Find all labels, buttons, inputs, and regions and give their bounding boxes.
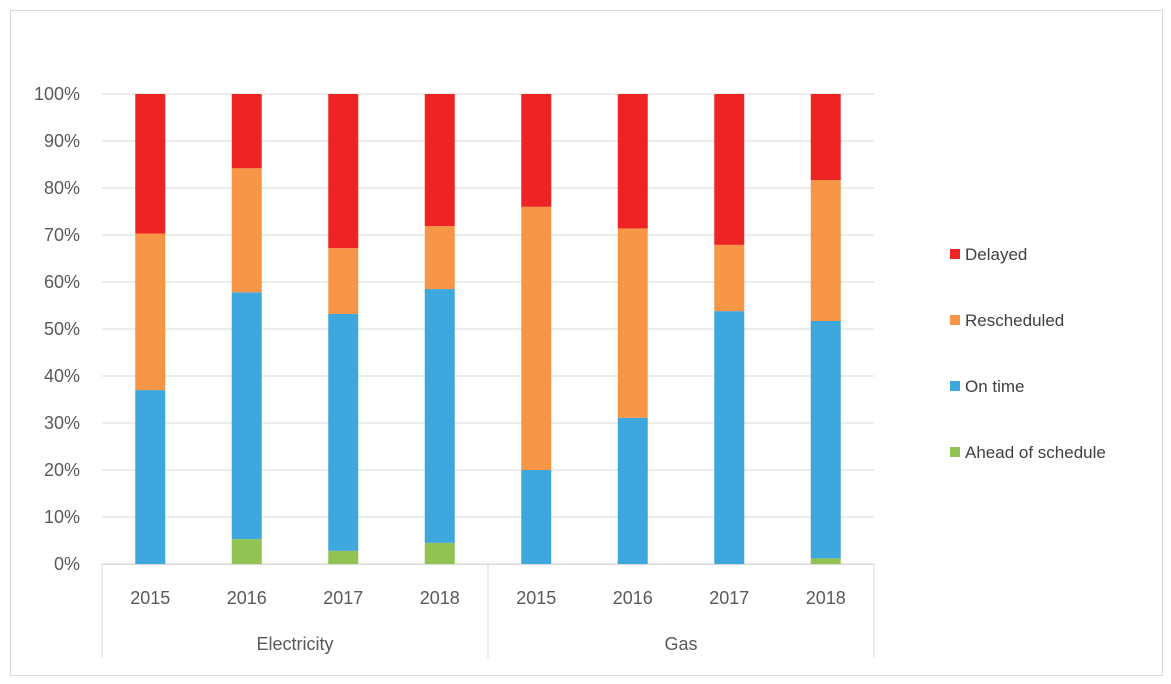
y-tick-label: 60%: [44, 272, 80, 292]
y-tick-label: 70%: [44, 225, 80, 245]
bar-segment: [714, 244, 745, 312]
bar-segment: [328, 248, 359, 314]
bar-segment: [810, 94, 841, 181]
bar-segment: [424, 542, 455, 564]
bar-segment: [617, 94, 648, 229]
bar-segment: [521, 206, 552, 471]
bar-segment: [231, 94, 262, 169]
y-tick-label: 30%: [44, 413, 80, 433]
bar-segment: [135, 233, 166, 391]
group-label: Electricity: [256, 634, 333, 654]
legend-swatch: [950, 315, 960, 325]
x-tick-label: 2015: [130, 588, 170, 608]
bar-segment: [424, 226, 455, 290]
bar-segment: [328, 550, 359, 564]
bar-segment: [617, 417, 648, 564]
y-tick-label: 90%: [44, 131, 80, 151]
bar-segment: [231, 539, 262, 564]
bar-segment: [424, 289, 455, 543]
x-tick-label: 2016: [613, 588, 653, 608]
bar-segment: [714, 311, 745, 564]
legend-label: On time: [965, 377, 1025, 396]
bar-segment: [521, 94, 552, 207]
bar-segment: [328, 313, 359, 551]
legend-label: Delayed: [965, 245, 1027, 264]
legend-swatch: [950, 381, 960, 391]
x-tick-label: 2017: [709, 588, 749, 608]
bar-segment: [231, 168, 262, 293]
y-tick-label: 40%: [44, 366, 80, 386]
y-tick-label: 80%: [44, 178, 80, 198]
y-tick-label: 100%: [34, 84, 80, 104]
legend-swatch: [950, 249, 960, 259]
bar-segment: [328, 94, 359, 249]
legend-swatch: [950, 447, 960, 457]
legend-label: Rescheduled: [965, 311, 1064, 330]
bar-segment: [521, 470, 552, 564]
legend-label: Ahead of schedule: [965, 443, 1106, 462]
x-tick-label: 2016: [227, 588, 267, 608]
bar-segment: [424, 94, 455, 227]
bar-segment: [810, 558, 841, 564]
bar-segment: [714, 94, 745, 245]
bar-segment: [617, 228, 648, 418]
x-tick-label: 2018: [806, 588, 846, 608]
bar-segment: [810, 321, 841, 559]
y-tick-label: 50%: [44, 319, 80, 339]
y-tick-label: 0%: [54, 554, 80, 574]
bar-segment: [135, 94, 166, 234]
x-tick-label: 2018: [420, 588, 460, 608]
group-label: Gas: [664, 634, 697, 654]
bar-segment: [231, 292, 262, 540]
x-tick-label: 2017: [323, 588, 363, 608]
x-tick-label: 2015: [516, 588, 556, 608]
y-tick-label: 20%: [44, 460, 80, 480]
y-tick-label: 10%: [44, 507, 80, 527]
bar-segment: [810, 180, 841, 322]
bar-segment: [135, 390, 166, 564]
